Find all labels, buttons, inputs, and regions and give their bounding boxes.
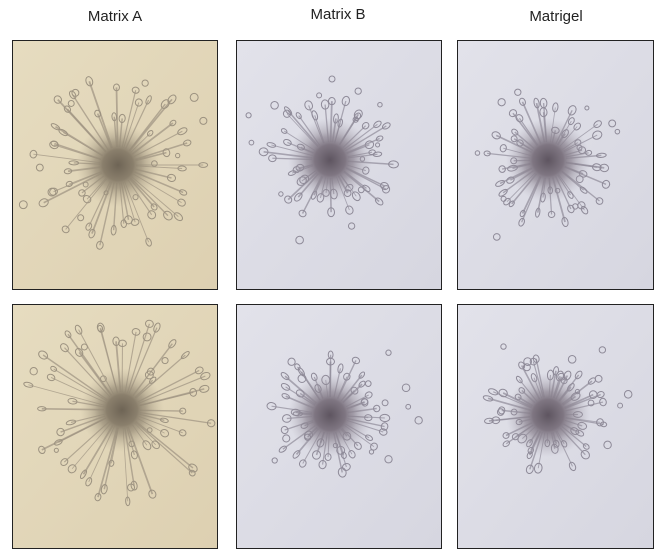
spheroid-core — [520, 387, 576, 443]
page: {"columns": {"labels": ["Matrix A", "Mat… — [0, 0, 654, 549]
column-label: Matrix B — [310, 6, 365, 23]
micrograph — [457, 304, 654, 549]
spheroid-core — [94, 382, 150, 438]
spheroid-core — [302, 132, 358, 188]
figure: Matrix A Matrix B Matrigel — [0, 0, 654, 549]
spheroid-core — [520, 132, 576, 188]
cell — [225, 449, 232, 456]
column-label: Matrix A — [88, 8, 142, 25]
cell — [0, 398, 1, 403]
micrograph — [0, 304, 233, 549]
micrograph — [12, 40, 218, 290]
spheroid-core — [302, 387, 358, 443]
image-grid — [0, 40, 654, 549]
micrograph — [236, 304, 442, 549]
spheroid-core — [90, 137, 146, 193]
column-label: Matrigel — [529, 8, 582, 25]
cell — [453, 152, 458, 157]
micrograph — [453, 40, 654, 290]
micrograph — [236, 40, 442, 290]
cell — [3, 373, 11, 381]
